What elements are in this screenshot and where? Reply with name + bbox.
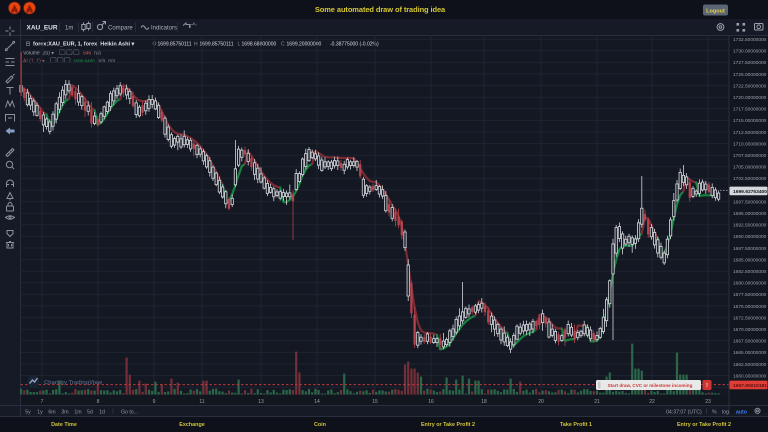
svg-text:1710.00000000: 1710.00000000 [733, 141, 767, 147]
svg-text:Entry or Take Profit 2: Entry or Take Profit 2 [677, 422, 731, 428]
svg-text:23: 23 [705, 399, 711, 405]
svg-text:Chart by TradingView: Chart by TradingView [44, 380, 103, 386]
svg-text:1672.50000000: 1672.50000000 [733, 315, 767, 321]
svg-text:log: log [722, 409, 729, 415]
svg-text:9: 9 [153, 399, 156, 405]
svg-text:1732.50000000: 1732.50000000 [733, 37, 767, 43]
svg-text:1715.00000000: 1715.00000000 [733, 118, 767, 124]
svg-text:1699.6480: 1699.6480 [73, 58, 95, 63]
svg-text:15: 15 [372, 399, 378, 405]
svg-text:1670.00000000: 1670.00000000 [733, 327, 767, 333]
svg-text:1665.00000000: 1665.00000000 [733, 350, 767, 356]
svg-text:1m: 1m [65, 25, 73, 31]
svg-text:1707.50000000: 1707.50000000 [733, 153, 767, 159]
svg-text:5d: 5d [87, 409, 93, 415]
svg-text:14: 14 [314, 399, 320, 405]
svg-text:1690.00000000: 1690.00000000 [733, 234, 767, 240]
svg-text:3m: 3m [61, 409, 68, 415]
svg-text:1695.00000000: 1695.00000000 [733, 211, 767, 217]
svg-text:20: 20 [538, 399, 544, 405]
svg-text:1687.50000000: 1687.50000000 [733, 246, 767, 252]
svg-text:%: % [712, 409, 717, 415]
svg-text:H: H [194, 41, 198, 47]
svg-text:-0.38775000 (-0.02%): -0.38775000 (-0.02%) [330, 41, 379, 47]
svg-text:16: 16 [428, 399, 434, 405]
svg-text:1d: 1d [99, 409, 105, 415]
svg-text:Logout: Logout [706, 8, 725, 14]
svg-text:1682.50000000: 1682.50000000 [733, 269, 767, 275]
svg-text:XAU_EUR: XAU_EUR [27, 24, 58, 31]
svg-text:1660.00000000: 1660.00000000 [733, 373, 767, 379]
svg-text:21: 21 [594, 399, 600, 405]
svg-text:Volume (20) ▾: Volume (20) ▾ [23, 51, 54, 57]
svg-text:C: C [281, 41, 285, 47]
svg-text:1667.50000000: 1667.50000000 [733, 339, 767, 345]
svg-text:AI (1, 1) ▾: AI (1, 1) ▾ [23, 58, 45, 64]
svg-text:Date Time: Date Time [51, 422, 77, 428]
svg-text:1730.00000000: 1730.00000000 [733, 49, 767, 55]
svg-text:1698.68800000: 1698.68800000 [242, 41, 277, 47]
svg-text:n/a n/a: n/a n/a [99, 58, 116, 64]
svg-text:1680.00000000: 1680.00000000 [733, 281, 767, 287]
svg-text:⊟: ⊟ [26, 41, 31, 47]
svg-text:546: 546 [83, 51, 92, 57]
svg-text:1725.00000000: 1725.00000000 [733, 72, 767, 78]
svg-text:forex:XAU_EUR, 1, forex, Heiki: forex:XAU_EUR, 1, forex, Heikin Ashi ▾ [33, 41, 136, 47]
svg-text:8: 8 [97, 399, 100, 405]
svg-text:Go to...: Go to... [121, 409, 138, 415]
svg-text:1m: 1m [74, 409, 81, 415]
svg-text:1720.00000000: 1720.00000000 [733, 95, 767, 101]
svg-text:Some automated draw of trading: Some automated draw of trading idea [315, 5, 446, 14]
svg-text:1712.50000000: 1712.50000000 [733, 130, 767, 136]
svg-text:22: 22 [649, 399, 655, 405]
svg-text:Indicators: Indicators [151, 25, 177, 31]
svg-text:18: 18 [481, 399, 487, 405]
svg-text:1662.50000000: 1662.50000000 [733, 362, 767, 368]
svg-text:1657.95019181: 1657.95019181 [733, 383, 767, 389]
svg-text:1727.50000000: 1727.50000000 [733, 60, 767, 66]
svg-text:!: ! [706, 383, 708, 389]
svg-text:1697.50000000: 1697.50000000 [733, 199, 767, 205]
svg-text:Exchange: Exchange [179, 422, 204, 428]
svg-text:Compare: Compare [108, 25, 133, 31]
svg-text:11: 11 [199, 399, 204, 405]
svg-text:1722.50000000: 1722.50000000 [733, 83, 767, 89]
svg-text:L: L [238, 41, 241, 47]
svg-text:1717.50000000: 1717.50000000 [733, 107, 767, 113]
svg-text:1692.50000000: 1692.50000000 [733, 223, 767, 229]
svg-text:7: 7 [41, 399, 44, 405]
svg-text:auto: auto [736, 409, 747, 415]
svg-text:5y: 5y [25, 409, 31, 415]
svg-text:1699.20000000: 1699.20000000 [287, 41, 322, 47]
svg-text:1677.50000000: 1677.50000000 [733, 292, 767, 298]
svg-text:1699.92753400: 1699.92753400 [733, 189, 767, 195]
svg-text:1699.85750111: 1699.85750111 [200, 41, 234, 47]
svg-text:04:37:07 (UTC): 04:37:07 (UTC) [666, 409, 702, 415]
svg-text:1702.50000000: 1702.50000000 [733, 176, 767, 182]
svg-text:1675.00000000: 1675.00000000 [733, 304, 767, 310]
svg-text:Entry or Take Profit 2: Entry or Take Profit 2 [421, 422, 475, 428]
svg-text:1699.85750111: 1699.85750111 [158, 41, 192, 47]
svg-text:6m: 6m [48, 409, 55, 415]
svg-text:Take Profit 1: Take Profit 1 [560, 422, 592, 428]
svg-text:1y: 1y [37, 409, 43, 415]
svg-text:Start draw, CVC or milestone i: Start draw, CVC or milestone incoming [608, 383, 693, 388]
svg-text:1685.00000000: 1685.00000000 [733, 257, 767, 263]
svg-text:Coin: Coin [314, 422, 326, 428]
svg-text:13: 13 [258, 399, 264, 405]
svg-text:1705.00000000: 1705.00000000 [733, 165, 767, 171]
